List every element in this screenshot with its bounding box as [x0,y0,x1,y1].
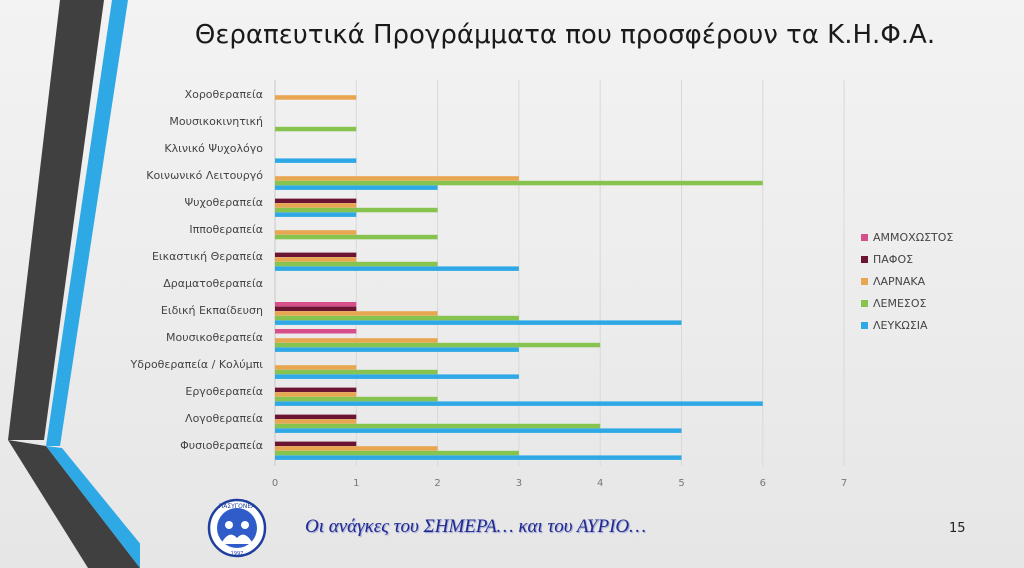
legend-label: ΠΑΦΟΣ [873,253,913,266]
x-tick-labels: 0 1 2 3 4 5 6 7 [272,478,847,489]
bar-λεμεσος [275,450,519,456]
slide-decoration [8,0,140,568]
bar-παφος [275,387,357,393]
category-label: Υδροθεραπεία / Κολύμπι [130,358,264,371]
x-tick-label-7: 7 [841,478,847,489]
chart-legend: ΑΜΜΟΧΩΣΤΟΣ ΠΑΦΟΣ ΛΑΡΝΑΚΑ ΛΕΜΕΣΟΣ ΛΕΥΚΩΣΙΑ [861,231,953,332]
legend-swatch [861,278,868,285]
legend-label: ΛΕΥΚΩΣΙΑ [873,319,928,332]
bar-λαρνακα [275,311,438,316]
category-label: Χοροθεραπεία [185,88,263,101]
x-tick-label-1: 1 [353,478,359,489]
legend-label: ΑΜΜΟΧΩΣΤΟΣ [873,231,953,244]
chart-grid [274,80,845,466]
legend-label: ΛΑΡΝΑΚΑ [873,275,926,288]
legend-swatch [861,256,868,263]
bar-λευκωσια [275,212,357,217]
bar-παφος [275,414,357,420]
bar-λεμεσος [275,369,438,375]
bar-λεμεσος [275,207,438,213]
decoration-blue-lower [46,446,140,568]
bar-λευκωσια [275,320,682,325]
category-label: Ιπποθεραπεία [189,223,263,236]
decoration-dark-band [8,0,104,440]
chart-bars [275,95,763,460]
bar-αμμοχωστος [275,302,357,307]
svg-text:1997: 1997 [231,551,244,557]
bar-λεμεσος [275,234,438,240]
bar-λευκωσια [275,185,438,190]
bar-λαρνακα [275,230,357,235]
bar-παφος [275,441,357,447]
bar-λεμεσος [275,423,601,429]
bar-λαρνακα [275,392,357,397]
slide-title: Θεραπευτικά Προγράμματα που προσφέρουν τ… [194,20,936,50]
bar-λαρνακα [275,176,519,181]
bar-λαρνακα [275,203,357,208]
bar-παφος [275,252,357,258]
category-label: Ψυχοθεραπεία [184,196,263,209]
bar-λευκωσια [275,455,682,460]
legend-swatch [861,300,868,307]
category-label: Μουσικοθεραπεία [166,331,263,344]
svg-text:ΠΑΣΥΓΟΝΕΑ: ΠΑΣΥΓΟΝΕΑ [219,503,256,510]
bar-λεμεσος [275,126,357,132]
bar-παφος [275,198,357,204]
bar-παφος [275,306,357,312]
category-label: Φυσιοθεραπεία [180,439,263,452]
x-tick-label-4: 4 [597,478,603,489]
bar-λεμεσος [275,180,763,186]
pasygonea-logo: ΠΑΣΥΓΟΝΕΑ 1997 [207,498,267,558]
legend-swatch [861,322,868,329]
x-tick-label-0: 0 [272,478,278,489]
category-label: Ειδική Εκπαίδευση [161,304,263,317]
bar-λευκωσια [275,347,519,352]
bar-λεμεσος [275,315,519,321]
bar-λαρνακα [275,419,357,424]
bar-λεμεσος [275,396,438,402]
page-number: 15 [949,521,966,536]
bar-λευκωσια [275,158,357,163]
bar-λαρνακα [275,446,438,451]
decoration-dark-lower [8,440,140,568]
category-label: Μουσικοκινητική [169,115,263,128]
bar-λεμεσος [275,342,601,348]
bar-λαρνακα [275,365,357,370]
category-labels: Χοροθεραπεία Μουσικοκινητική Κλινικό Ψυχολ… [130,88,264,452]
bar-λευκωσια [275,374,519,379]
bar-λαρνακα [275,338,438,343]
decoration-blue-band [46,0,128,446]
category-label: Εργοθεραπεία [185,385,263,398]
bar-λαρνακα [275,95,357,100]
x-tick-label-5: 5 [678,478,684,489]
category-label: Κλινικό Ψυχολόγο [164,142,263,155]
bar-λαρνακα [275,257,357,262]
category-label: Εικαστική Θεραπεία [152,250,263,263]
category-label: Δραματοθεραπεία [163,277,263,290]
x-tick-label-2: 2 [434,478,440,489]
bar-λευκωσια [275,428,682,433]
bar-λευκωσια [275,401,763,406]
bar-λεμεσος [275,261,438,267]
bar-λευκωσια [275,266,519,271]
category-label: Λογοθεραπεία [185,412,263,425]
bar-αμμοχωστος [275,329,357,334]
footer-slogan: Οι ανάγκες του ΣΗΜΕΡΑ… και του ΑΥΡΙΟ… [305,516,647,537]
x-tick-label-6: 6 [760,478,766,489]
legend-swatch [861,234,868,241]
category-label: Κοινωνικό Λειτουργό [146,169,263,182]
legend-label: ΛΕΜΕΣΟΣ [873,297,927,310]
x-tick-label-3: 3 [516,478,522,489]
